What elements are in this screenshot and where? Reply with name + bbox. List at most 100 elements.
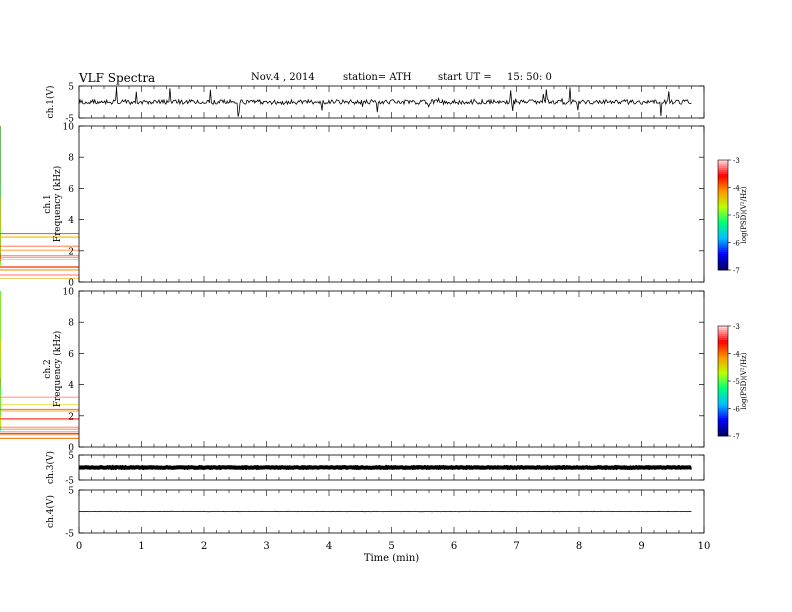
colorbar-segment: [718, 266, 728, 269]
colorbar-segment: [718, 356, 728, 359]
colorbar-segment: [718, 216, 728, 219]
colorbar-segment: [718, 174, 728, 177]
x-tick-label: 5: [388, 541, 394, 552]
panel-frame: [78, 290, 705, 448]
panel-frame: [78, 125, 705, 283]
colorbar-segment: [718, 340, 728, 343]
colorbar-segment: [718, 178, 728, 181]
colorbar-tick-label: -4: [733, 185, 740, 193]
x-tick-label: 6: [451, 541, 457, 552]
colorbar-segment: [718, 408, 728, 411]
x-axis-label: Time (min): [364, 553, 419, 564]
colorbar-segment: [718, 182, 728, 185]
colorbar-segment: [718, 406, 728, 409]
colorbar-tick-label: -5: [733, 212, 740, 220]
colorbar-segment: [718, 422, 728, 425]
colorbar-segment: [718, 368, 728, 371]
x-tick-label: 9: [638, 541, 644, 552]
colorbar-tick-label: -5: [733, 378, 740, 386]
colorbar-segment: [718, 160, 728, 163]
y-tick-label: 2: [68, 247, 74, 257]
colorbar-segment: [718, 370, 728, 373]
colorbar-segment: [718, 402, 728, 405]
colorbar-segment: [718, 330, 728, 333]
date-label: Nov.4 , 2014: [251, 72, 315, 83]
colorbar-segment: [718, 348, 728, 351]
colorbar-segment: [718, 390, 728, 393]
colorbar-segment: [718, 250, 728, 253]
colorbar-segment: [718, 382, 728, 385]
colorbar-segment: [718, 200, 728, 203]
colorbar-segment: [718, 364, 728, 367]
colorbar-segment: [718, 264, 728, 267]
start-time-value: 15: 50: 0: [507, 72, 552, 83]
colorbar-segment: [718, 358, 728, 361]
colorbar-segment: [718, 166, 728, 169]
colorbar-segment: [718, 220, 728, 223]
y-tick-label: 10: [63, 288, 75, 298]
y-tick-label: -5: [65, 530, 74, 540]
colorbar-tick-label: -6: [733, 406, 740, 414]
colorbar-segment: [718, 362, 728, 365]
colorbar-segment: [718, 194, 728, 197]
y-tick-label: 8: [68, 154, 74, 164]
colorbar-segment: [718, 224, 728, 227]
colorbar-segment: [718, 434, 728, 437]
colorbar-segment: [718, 360, 728, 363]
colorbar-segment: [718, 176, 728, 179]
colorbar-tick-label: -6: [733, 240, 740, 248]
waveform-trace-ch3: [78, 464, 692, 471]
chart-title: VLF Spectra: [79, 71, 156, 85]
colorbar-segment: [718, 394, 728, 397]
colorbar-segment: [718, 400, 728, 403]
colorbar-segment: [718, 196, 728, 199]
colorbar-segment: [718, 186, 728, 189]
colorbar-segment: [718, 374, 728, 377]
y-axis-label: ch.3(V): [45, 451, 56, 484]
y-tick-label: -5: [65, 115, 74, 125]
colorbar-segment: [718, 248, 728, 251]
colorbar-segment: [718, 344, 728, 347]
x-tick-label: 10: [698, 541, 711, 552]
colorbar-segment: [718, 332, 728, 335]
colorbar-segment: [718, 162, 728, 165]
waveform-trace-ch1: [78, 87, 692, 117]
y-tick-label: 4: [68, 381, 74, 391]
colorbar-segment: [718, 198, 728, 201]
colorbar-segment: [718, 164, 728, 167]
colorbar-segment: [718, 328, 728, 331]
y-tick-label: 0: [68, 279, 74, 289]
colorbar-segment: [718, 342, 728, 345]
colorbar-segment: [718, 168, 728, 171]
y-tick-label: -5: [65, 477, 74, 487]
y-axis-channel-label: ch.2: [43, 359, 53, 378]
colorbar-tick-label: -3: [733, 323, 740, 331]
colorbar-segment: [718, 424, 728, 427]
colorbar-segment: [718, 336, 728, 339]
colorbar-segment: [718, 240, 728, 243]
y-tick-label: 0: [68, 444, 74, 454]
x-tick-label: 2: [201, 541, 207, 552]
colorbar-segment: [718, 384, 728, 387]
colorbar-segment: [718, 232, 728, 235]
colorbar-segment: [718, 184, 728, 187]
colorbar-segment: [718, 350, 728, 353]
colorbar-segment: [718, 420, 728, 423]
colorbar-segment: [718, 426, 728, 429]
x-tick-label: 1: [138, 541, 144, 552]
colorbar-segment: [718, 388, 728, 391]
colorbar-segment: [718, 386, 728, 389]
colorbar-segment: [718, 230, 728, 233]
colorbar-segment: [718, 268, 728, 271]
colorbar-segment: [718, 170, 728, 173]
y-axis-label: ch.1(V): [45, 86, 56, 119]
colorbar-segment: [718, 338, 728, 341]
colorbar-segment: [718, 246, 728, 249]
colorbar-segment: [718, 416, 728, 419]
x-tick-label: 3: [263, 541, 269, 552]
colorbar-segment: [718, 258, 728, 261]
y-tick-label: 6: [68, 350, 74, 360]
colorbar-segment: [718, 236, 728, 239]
colorbar-segment: [718, 418, 728, 421]
station-label: station= ATH: [343, 72, 412, 83]
